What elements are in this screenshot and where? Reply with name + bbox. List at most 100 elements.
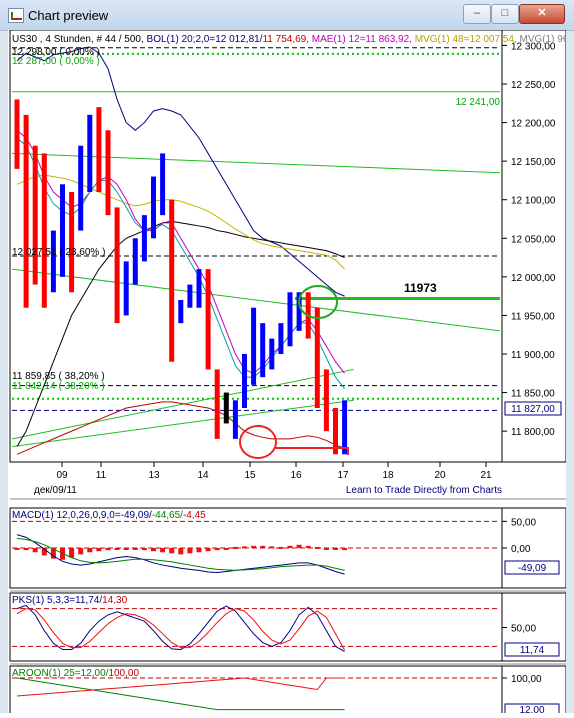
price-bar <box>296 292 302 331</box>
pks-header-d: 14,30 <box>102 595 127 606</box>
macd-histogram-bar <box>251 545 257 548</box>
price-bar <box>105 130 111 216</box>
macd-histogram-bar <box>23 548 29 551</box>
price-bar <box>269 338 275 370</box>
macd-histogram-bar <box>278 546 284 549</box>
pks-current-tag <box>504 642 560 657</box>
macd-histogram-bar <box>333 548 338 550</box>
price-bar <box>314 307 320 408</box>
price-bar <box>123 261 129 316</box>
window-title: Chart preview <box>28 8 109 23</box>
main-panel-header: US30 , 4 Stunden, # 44 / 500, BOL(1) 20;… <box>12 34 566 45</box>
price-bar <box>96 107 102 192</box>
time-axis-tick-label: 21 <box>480 470 492 481</box>
macd-histogram-bar <box>242 546 247 549</box>
pks-current-value: 11,74 <box>520 645 545 656</box>
price-bar <box>187 284 193 308</box>
minimize-button[interactable]: – <box>463 4 491 24</box>
aroon-header-down: 100,00 <box>108 668 139 679</box>
price-bar <box>251 307 257 385</box>
time-axis-tick-label: 14 <box>197 470 209 481</box>
price-bar <box>160 153 166 216</box>
price-axis-tick-label: 12 250,00 <box>511 80 556 91</box>
price-axis-tick-label: 12 050,00 <box>511 234 556 245</box>
macd-histogram-bar <box>269 546 275 549</box>
red-circle-marker <box>239 425 277 459</box>
macd-histogram-bar <box>205 548 211 552</box>
chart-canvas[interactable]: 12 300,00 12 250,00 12 200,00 12 150,00 12 1… <box>8 29 574 718</box>
chart-area[interactable]: 12 300,00 12 250,00 12 200,00 12 150,00 12 1… <box>8 29 574 718</box>
price-bar <box>151 176 156 239</box>
macd-histogram-bar <box>78 548 84 555</box>
header-mvg96: MVG(1) 96=11 97 <box>520 34 566 45</box>
title-bar[interactable]: Chart preview – □ ✕ <box>0 0 574 31</box>
price-axis-tick-label: 12 200,00 <box>511 119 556 130</box>
current-price-value: 11 827,00 <box>511 404 555 415</box>
price-bar <box>342 400 348 455</box>
macd-histogram-bar <box>342 548 348 551</box>
macd-histogram-bar <box>96 548 102 552</box>
macd-header-line: MACD(1) 12,0,26,0,9,0=-49,09/ <box>12 510 152 521</box>
macd-histogram-bar <box>169 548 175 554</box>
macd-axis-tick-label: 50,00 <box>511 517 536 528</box>
indicator-line <box>16 220 345 447</box>
macd-axis-tick-label: 0,00 <box>511 544 531 555</box>
indicator-line <box>16 401 345 455</box>
pks-axis-tick-label: 50,00 <box>511 624 536 635</box>
macd-histogram-bar <box>151 548 156 552</box>
green-circle-marker <box>298 285 338 319</box>
learn-link[interactable]: Learn to Trade Directly from Charts <box>346 485 502 496</box>
level-lines <box>12 47 500 411</box>
macd-histogram-bar <box>14 548 20 550</box>
indicator-line <box>16 174 345 270</box>
annotation-11973: 11973 <box>404 281 437 295</box>
macd-histogram-bar <box>296 544 302 548</box>
macd-line <box>16 534 345 575</box>
price-axis-tick-label: 11 800,00 <box>511 427 555 438</box>
aroon-up-line <box>16 677 345 711</box>
time-axis-labels: 09 11 13 14 15 16 17 18 20 21 <box>56 462 492 481</box>
header-mae: MAE(1) 12=11 863,92, <box>312 34 415 45</box>
price-bar <box>132 238 138 285</box>
price-bars <box>14 99 348 455</box>
price-bar <box>223 392 229 424</box>
price-bar <box>114 207 120 324</box>
price-bar <box>242 354 247 408</box>
level-label-top: 12 298,00 ( 0,00% ) <box>12 47 100 58</box>
price-bar <box>260 323 266 378</box>
price-bar <box>32 145 38 285</box>
aroon-plot-frame <box>9 665 503 717</box>
macd-histogram-bar <box>196 548 202 553</box>
price-axis-tick-label: 12 000,00 <box>511 273 556 284</box>
macd-histogram-bar <box>214 548 220 551</box>
pks-plot-frame <box>9 592 503 662</box>
macd-histogram-bar <box>287 545 293 548</box>
macd-current-value: -49,09 <box>518 563 547 574</box>
aroon-header-up: AROON(1) 25=12,00/ <box>12 668 109 679</box>
macd-histogram-bar <box>50 548 56 559</box>
macd-current-tag <box>504 560 560 575</box>
pks-chart: 50,00 <box>12 604 536 652</box>
price-axis-tick-label: 11 950,00 <box>511 311 555 322</box>
macd-histogram-bar <box>160 548 166 553</box>
price-bar <box>287 292 293 347</box>
price-axis-tick-label: 12 100,00 <box>511 196 556 207</box>
header-bol-lower: 11 754,69, <box>262 34 311 45</box>
macd-histogram-bar <box>32 548 38 553</box>
price-bar <box>178 300 184 324</box>
macd-histogram-bar <box>305 545 311 548</box>
time-axis-tick-label: 16 <box>290 470 302 481</box>
close-button[interactable]: ✕ <box>519 4 565 24</box>
level-label-top-green: 12 287,00 ( 0,00% ) <box>12 56 100 67</box>
maximize-button[interactable]: □ <box>491 4 519 24</box>
price-axis <box>501 29 567 463</box>
price-bar <box>41 153 47 308</box>
trend-line <box>11 399 354 448</box>
price-bar <box>169 199 175 362</box>
price-bar <box>69 192 75 293</box>
aroon-axis-tick-label: 100,00 <box>511 674 542 685</box>
price-bar <box>232 400 238 439</box>
macd-histogram-bar <box>314 546 320 549</box>
macd-histogram-bar <box>223 548 229 550</box>
